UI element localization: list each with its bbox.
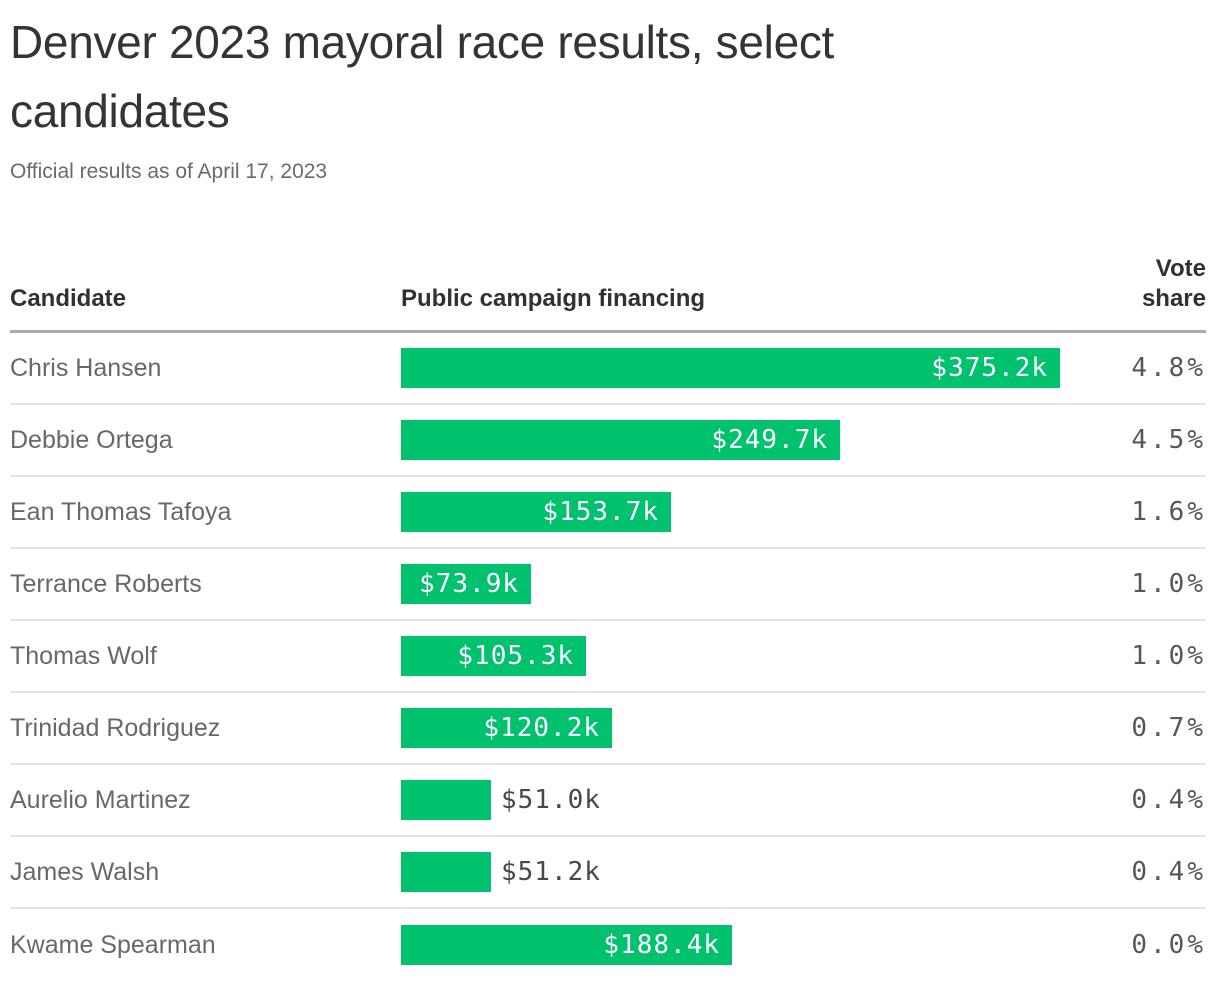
financing-bar-track: $188.4k [401,925,1060,965]
candidate-name: Aurelio Martinez [10,785,191,814]
vote-share-value: 1.0% [1131,641,1206,671]
candidate-name: Thomas Wolf [10,641,157,670]
column-header-financing: Public campaign financing [401,285,706,312]
financing-bar [401,492,671,532]
table-row: Terrance Roberts $73.9k 1.0% [10,549,1206,621]
bar-value-label: $120.2k [483,713,600,743]
candidate-name: Terrance Roberts [10,569,202,598]
financing-bar [401,780,491,820]
bar-value-label: $249.7k [711,425,828,455]
financing-bar-track: $105.3k [401,636,1060,676]
financing-bar-track: $73.9k [401,564,1060,604]
vote-share-value: 0.7% [1131,713,1206,743]
bar-value-label: $375.2k [931,353,1048,383]
financing-bar-track: $51.0k [401,780,1060,820]
vote-share-value: 1.6% [1131,497,1206,527]
bar-value-label: $105.3k [457,641,574,671]
financing-bar [401,708,613,748]
vote-share-value: 0.4% [1131,785,1206,815]
financing-bar-track: $51.2k [401,852,1060,892]
table-row: Thomas Wolf $105.3k 1.0% [10,621,1206,693]
vote-share-value: 4.8% [1131,353,1206,383]
page-title: Denver 2023 mayoral race results, select… [10,16,835,137]
vote-share-value: 1.0% [1131,569,1206,599]
table-header: Candidate Public campaign financing Vote… [10,254,1206,333]
page-subtitle: Official results as of April 17, 2023 [10,160,328,183]
column-header-candidate: Candidate [10,285,127,312]
candidate-name: Ean Thomas Tafoya [10,497,232,526]
vote-share-value: 0.0% [1131,930,1206,960]
bar-value-label: $188.4k [603,930,720,960]
candidate-name: Chris Hansen [10,353,162,382]
table-row: Chris Hansen $375.2k 4.8% [10,333,1206,405]
table-row: Kwame Spearman $188.4k 0.0% [10,909,1206,981]
table-row: Aurelio Martinez $51.0k 0.4% [10,765,1206,837]
table-row: James Walsh $51.2k 0.4% [10,837,1206,909]
financing-bar-track: $120.2k [401,708,1060,748]
column-header-vote-share: Vote share [1141,255,1206,312]
financing-bar [401,925,732,965]
candidate-name: Trinidad Rodriguez [10,713,221,742]
table-row: Debbie Ortega $249.7k 4.5% [10,405,1206,477]
bar-value-label: $153.7k [542,497,659,527]
financing-bar [401,420,840,460]
financing-bar-track: $153.7k [401,492,1060,532]
table-row: Trinidad Rodriguez $120.2k 0.7% [10,693,1206,765]
bar-value-label: $51.0k [501,785,601,815]
candidate-name: Kwame Spearman [10,930,216,959]
financing-bar [401,564,531,604]
financing-bar-track: $375.2k [401,348,1060,388]
financing-bar [401,636,586,676]
bar-value-label: $73.9k [419,569,519,599]
financing-bar-track: $249.7k [401,420,1060,460]
bar-value-label: $51.2k [501,857,601,887]
results-table-body: Chris Hansen $375.2k 4.8% Debbie Ortega … [10,333,1206,981]
candidate-name: James Walsh [10,857,160,886]
table-row: Ean Thomas Tafoya $153.7k 1.6% [10,477,1206,549]
financing-bar [401,852,491,892]
financing-bar [401,348,1060,388]
candidate-name: Debbie Ortega [10,425,173,454]
vote-share-value: 4.5% [1131,425,1206,455]
vote-share-value: 0.4% [1131,857,1206,887]
